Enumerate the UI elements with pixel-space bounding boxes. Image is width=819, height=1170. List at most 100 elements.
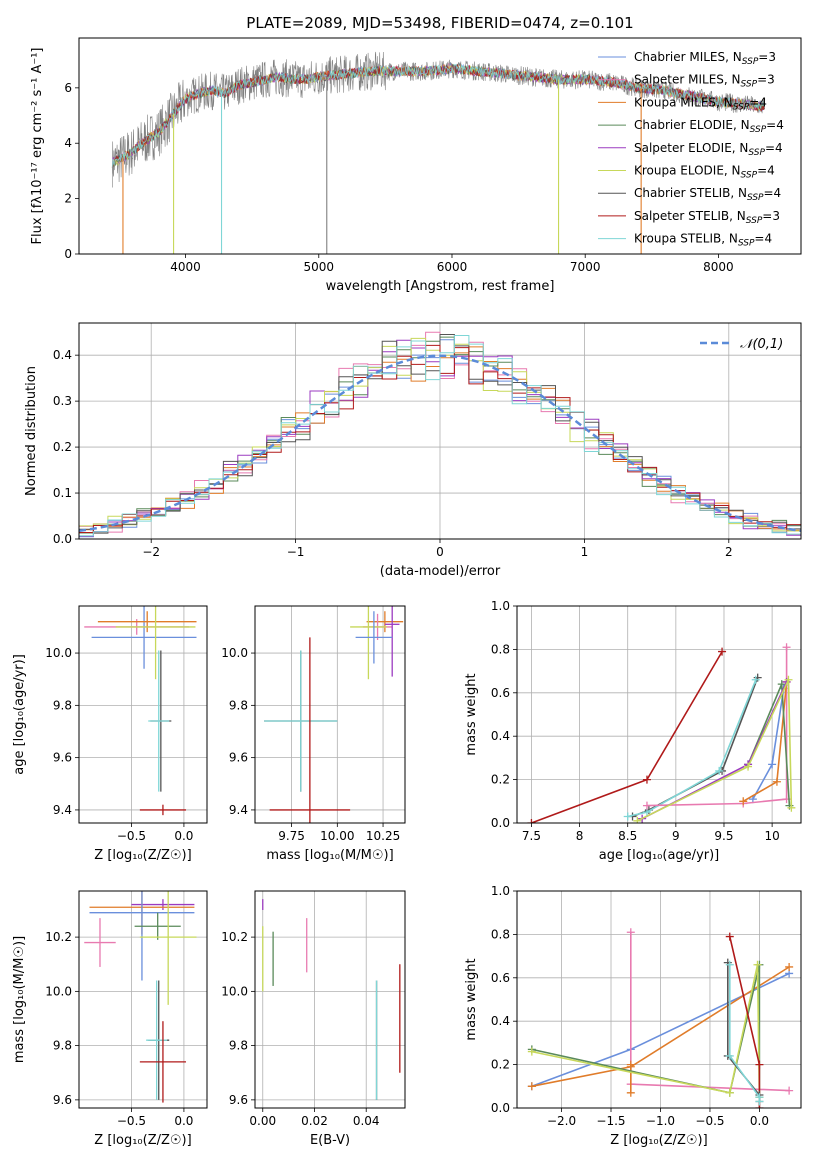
- x-axis-label: wavelength [Angstrom, rest frame]: [326, 279, 555, 294]
- x-tick-label: 10.00: [320, 829, 354, 843]
- plus-marker: [642, 801, 651, 810]
- plus-marker: [527, 1047, 536, 1056]
- plus-marker: [633, 816, 642, 823]
- errorbar-point: [97, 611, 197, 633]
- legend-subscript: SSP: [748, 148, 765, 158]
- legend-text: =4: [764, 186, 782, 200]
- legend: 𝒩(0,1): [700, 337, 783, 352]
- y-tick-label: 0.6: [491, 686, 510, 700]
- legend-text: Kroupa STELIB, N: [634, 232, 738, 246]
- plot-area-mass-vs-Z: [84, 891, 197, 1103]
- errorbar-point: [139, 804, 187, 816]
- legend-text: =4: [757, 164, 775, 178]
- y-tick-label: 0: [64, 247, 72, 261]
- axes-frame: [254, 605, 406, 824]
- axes-frame: [78, 890, 208, 1109]
- x-axis-label: mass [log₁₀(M/M☉)]: [266, 848, 393, 863]
- legend-entry: Kroupa STELIB, NSSP=4: [634, 232, 772, 249]
- plot-area-age-vs-mass: [264, 606, 404, 823]
- y-tick-label: 0.8: [491, 927, 510, 941]
- x-tick-label: −0.5: [117, 1114, 146, 1128]
- x-tick-label: 10: [764, 829, 779, 843]
- plus-marker: [753, 960, 762, 969]
- plus-marker: [755, 1060, 764, 1069]
- plus-marker: [725, 1088, 734, 1097]
- legend-text: =4: [765, 141, 783, 155]
- x-tick-label: 0: [436, 545, 444, 559]
- y-tick-label: 0.2: [491, 1058, 510, 1072]
- series-line-kroupa-elodie: [531, 964, 761, 1098]
- x-tick-label: 9: [672, 829, 680, 843]
- series-line-salpeter-miles: [646, 647, 788, 807]
- legend-text: Chabrier STELIB, N: [634, 186, 747, 200]
- x-tick-label: −0.5: [117, 829, 146, 843]
- y-tick-label: 10.0: [45, 984, 72, 998]
- plot-area-spectrum: [111, 51, 766, 254]
- y-tick-label: 0.2: [53, 440, 72, 454]
- panel-mass-vs-Z: −0.5 0.0 9.6 9.8 10.0 10.2 Z [log₁₀(Z/Z☉)] mass…: [12, 890, 208, 1148]
- panel-age-vs-mass: 9.75 10.00 10.25 9.4 9.6 9.8 10.0 mass [log₁₀(M…: [221, 605, 406, 863]
- plus-marker: [755, 1097, 764, 1106]
- gaussian-curve: [79, 354, 801, 533]
- y-axis-label: age [log₁₀(age/yr)]: [12, 654, 27, 775]
- plus-marker: [725, 1051, 734, 1060]
- axes-frame: [516, 890, 802, 1109]
- errorbar-point: [384, 606, 400, 677]
- y-tick-label: 4: [64, 136, 72, 150]
- plus-marker: [782, 643, 791, 652]
- legend-text: Salpeter ELODIE, N: [634, 141, 748, 155]
- plus-marker: [785, 1086, 794, 1095]
- x-axis-label: Z [log₁₀(Z/Z☉)]: [610, 1133, 707, 1148]
- x-tick-label: 5000: [304, 260, 335, 274]
- x-tick-label: 7.5: [522, 829, 541, 843]
- y-tick-label: 0.1: [53, 486, 72, 500]
- y-tick-label: 10.2: [221, 930, 248, 944]
- plus-marker: [725, 932, 734, 941]
- y-tick-label: 1.0: [491, 599, 510, 613]
- axes-frame: [78, 605, 208, 824]
- errorbar-point: [89, 891, 195, 981]
- x-tick-label: 8000: [703, 260, 734, 274]
- legend-entry: Kroupa ELODIE, NSSP=4: [634, 164, 775, 181]
- plus-marker: [626, 1088, 635, 1097]
- y-tick-label: 0.0: [491, 816, 510, 830]
- errorbar-point: [350, 606, 387, 680]
- y-tick-label: 1.0: [491, 884, 510, 898]
- plot-area-age-vs-Z: [84, 606, 197, 816]
- x-tick-label: −1: [287, 545, 305, 559]
- x-tick-label: 4000: [170, 260, 201, 274]
- legend-subscript: SSP: [747, 193, 764, 203]
- y-tick-label: 0.6: [491, 971, 510, 985]
- plus-marker: [777, 680, 786, 689]
- model-line-kroupa-stelib: [111, 63, 765, 168]
- x-tick-label: −0.5: [695, 1114, 724, 1128]
- y-axis-label: mass [log₁₀(M/M☉)]: [12, 936, 27, 1063]
- plus-marker: [785, 962, 794, 971]
- y-tick-label: 0.0: [491, 1101, 510, 1115]
- x-tick-label: 0.0: [174, 1114, 193, 1128]
- y-tick-label: 6: [64, 81, 72, 95]
- x-tick-label: 9.5: [714, 829, 733, 843]
- errorbar-point: [366, 611, 404, 633]
- x-tick-label: 0.04: [353, 1114, 380, 1128]
- legend-text: =3: [757, 73, 775, 87]
- errorbar-point: [134, 912, 181, 940]
- y-tick-label: 10.2: [45, 930, 72, 944]
- legend-entry: 𝒩(0,1): [740, 337, 783, 352]
- errorbar-point: [269, 637, 351, 823]
- x-axis-label: age [log₁₀(age/yr)]: [599, 848, 720, 863]
- y-axis-label: Normed distribution: [24, 366, 39, 496]
- legend-text: Kroupa ELODIE, N: [634, 164, 741, 178]
- legend-text: Chabrier ELODIE, N: [634, 118, 750, 132]
- x-tick-label: 0.0: [750, 1114, 769, 1128]
- x-tick-label: 1: [581, 545, 589, 559]
- plus-marker: [626, 1060, 635, 1069]
- y-tick-label: 0.0: [53, 532, 72, 546]
- x-tick-label: 0.02: [301, 1114, 328, 1128]
- y-tick-label: 9.4: [229, 803, 248, 817]
- legend-text: =3: [762, 209, 780, 223]
- x-axis-label: E(B-V): [310, 1133, 350, 1148]
- x-tick-label: −2: [142, 545, 160, 559]
- legend-text: Salpeter STELIB, N: [634, 209, 746, 223]
